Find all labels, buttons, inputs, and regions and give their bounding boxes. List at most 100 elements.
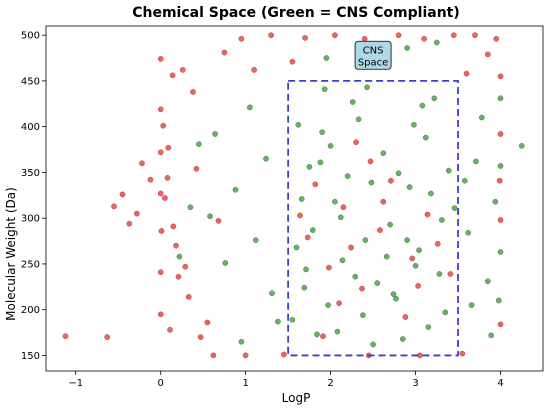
points-layer [62, 32, 525, 359]
point-compliant [323, 55, 330, 61]
y-axis-label: Molecular Weight (Da) [4, 187, 18, 321]
point-compliant [360, 312, 366, 319]
point-non-compliant [497, 131, 504, 137]
point-non-compliant [297, 212, 303, 219]
point-non-compliant [215, 218, 222, 224]
point-non-compliant [169, 72, 176, 79]
point-compliant [492, 198, 499, 205]
point-non-compliant [367, 158, 374, 165]
point-compliant [317, 159, 324, 166]
point-compliant [306, 164, 313, 170]
point-non-compliant [424, 211, 431, 218]
point-compliant [439, 217, 445, 223]
point-non-compliant [251, 67, 257, 73]
x-axis-label: LogP [282, 391, 311, 405]
point-compliant [465, 229, 472, 236]
point-non-compliant [302, 35, 308, 41]
point-non-compliant [340, 204, 347, 211]
point-compliant [484, 278, 491, 285]
point-compliant [301, 284, 308, 291]
point-non-compliant [493, 35, 500, 42]
point-compliant [431, 95, 438, 102]
point-compliant [187, 204, 194, 211]
point-compliant [497, 163, 504, 169]
point-compliant [374, 280, 381, 286]
point-non-compliant [162, 195, 168, 201]
point-compliant [263, 155, 269, 162]
point-compliant [488, 332, 495, 339]
point-compliant [425, 324, 432, 330]
x-tick-label: 3 [412, 378, 418, 389]
annotation-line: Space [358, 57, 388, 68]
point-compliant [495, 297, 502, 304]
point-compliant [269, 290, 275, 297]
point-non-compliant [165, 144, 172, 151]
point-compliant [399, 336, 406, 342]
y-axis: 150 200 250 300 350 400 450 500 [21, 31, 46, 362]
point-non-compliant [312, 181, 319, 188]
point-non-compliant [119, 191, 126, 198]
point-compliant [298, 196, 305, 202]
point-non-compliant [484, 51, 491, 58]
point-compliant [404, 45, 410, 51]
x-tick-label: 4 [497, 378, 503, 389]
y-tick-label: 350 [21, 168, 40, 179]
point-compliant [478, 114, 485, 121]
y-tick-label: 400 [21, 122, 40, 133]
point-compliant [419, 102, 426, 109]
point-non-compliant [204, 319, 211, 326]
point-non-compliant [182, 263, 189, 270]
point-non-compliant [336, 300, 342, 307]
point-compliant [222, 260, 229, 266]
y-tick-label: 200 [21, 305, 40, 316]
point-non-compliant [197, 334, 204, 340]
cns-region-box [287, 80, 459, 357]
point-compliant [461, 177, 468, 184]
point-non-compliant [221, 49, 228, 56]
point-non-compliant [380, 198, 387, 205]
point-non-compliant [104, 334, 111, 340]
point-non-compliant [164, 175, 171, 181]
point-non-compliant [497, 217, 504, 223]
point-compliant [325, 302, 331, 308]
point-non-compliant [157, 190, 164, 197]
point-non-compliant [395, 32, 402, 39]
point-non-compliant [238, 35, 245, 42]
point-compliant [293, 244, 300, 251]
point-compliant [334, 328, 341, 335]
y-tick-label: 150 [21, 351, 40, 362]
point-non-compliant [359, 285, 365, 292]
point-compliant [344, 173, 351, 179]
point-compliant [422, 134, 429, 141]
point-non-compliant [134, 210, 140, 217]
point-non-compliant [139, 160, 145, 167]
point-non-compliant [361, 35, 368, 42]
point-non-compliant [193, 165, 200, 172]
point-compliant [412, 262, 419, 269]
x-axis: −1 0 1 2 3 4 [68, 371, 504, 389]
point-compliant [364, 84, 370, 91]
point-non-compliant [496, 177, 503, 184]
annotation-box [354, 40, 392, 70]
point-compliant [433, 39, 440, 46]
point-non-compliant [459, 350, 466, 357]
point-compliant [232, 186, 239, 193]
point-compliant [196, 141, 202, 147]
point-non-compliant [415, 283, 421, 289]
point-non-compliant [497, 73, 504, 80]
point-non-compliant [157, 311, 164, 318]
chart-title: Chemical Space (Green = CNS Compliant) [132, 5, 460, 21]
annotation-line: CNS [363, 45, 384, 56]
point-non-compliant [179, 67, 186, 73]
point-non-compliant [210, 352, 217, 359]
point-non-compliant [434, 240, 441, 247]
point-non-compliant [157, 106, 164, 113]
point-compliant [497, 95, 504, 102]
point-compliant [309, 227, 316, 233]
point-non-compliant [158, 228, 165, 234]
point-non-compliant [447, 271, 454, 277]
point-non-compliant [157, 149, 164, 156]
point-compliant [238, 338, 245, 345]
point-non-compliant [190, 89, 196, 95]
point-compliant [319, 129, 325, 136]
